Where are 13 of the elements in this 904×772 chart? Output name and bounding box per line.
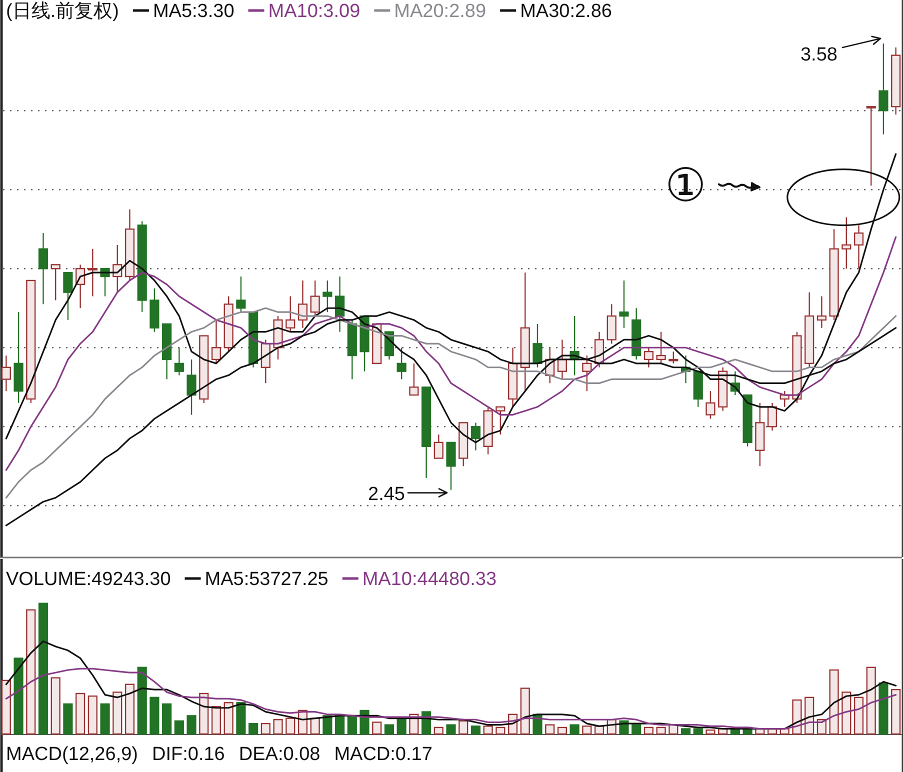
- chart-title: VOLUME:49243.30: [6, 569, 171, 590]
- annotation: 2.45: [368, 484, 405, 505]
- text: MACD:0.17: [334, 744, 432, 765]
- annotation: 3.58: [800, 44, 838, 66]
- legend-label: MA20:2.89: [394, 1, 486, 22]
- legend-label: MA5:3.30: [152, 1, 234, 22]
- text: DIF:0.16: [152, 744, 225, 765]
- text: DEA:0.08: [238, 744, 320, 765]
- annotation: ①: [665, 160, 706, 211]
- chart-title: (日线.前复权): [6, 1, 119, 22]
- legend-label: MA30:2.86: [520, 1, 612, 22]
- legend-label: MA10:3.09: [268, 1, 360, 22]
- text: MACD(12,26,9): [6, 744, 138, 765]
